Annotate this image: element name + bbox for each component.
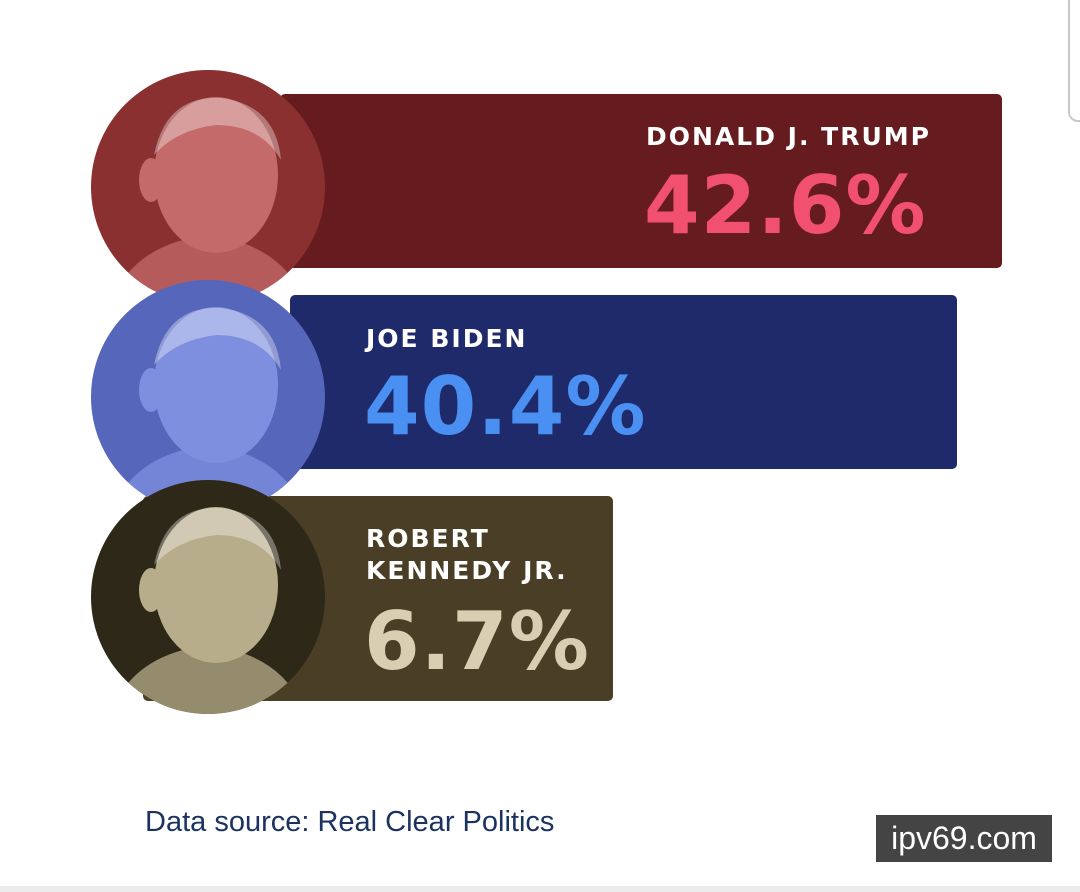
candidate-value: 42.6% xyxy=(644,159,927,252)
candidate-name: JOE BIDEN xyxy=(366,324,528,353)
candidate-value: 6.7% xyxy=(364,595,590,688)
kennedy-photo xyxy=(91,480,325,714)
candidate-name-line2: KENNEDY JR. xyxy=(366,556,568,585)
window-edge xyxy=(1068,0,1080,122)
bottom-bar xyxy=(0,886,1080,892)
portrait xyxy=(91,480,325,714)
biden-photo xyxy=(91,280,325,514)
portrait xyxy=(91,280,325,514)
candidate-name: DONALD J. TRUMP xyxy=(646,122,931,151)
bar-biden: JOE BIDEN 40.4% xyxy=(290,295,957,469)
candidate-name-line1: ROBERT xyxy=(366,524,490,553)
data-source: Data source: Real Clear Politics xyxy=(145,806,555,838)
trump-photo xyxy=(91,70,325,304)
bar-trump: DONALD J. TRUMP 42.6% xyxy=(280,94,1002,268)
portrait xyxy=(91,70,325,304)
watermark: ipv69.com xyxy=(876,815,1052,862)
candidate-value: 40.4% xyxy=(364,360,647,453)
